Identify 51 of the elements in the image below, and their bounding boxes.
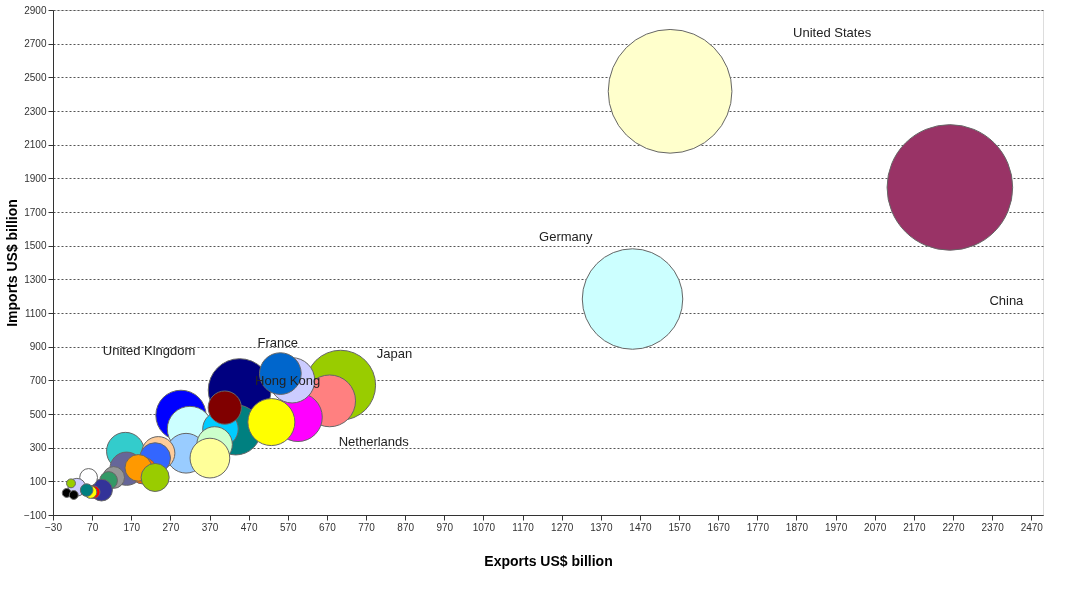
x-tick-label: 570 [279, 521, 298, 533]
annotation: Japan [376, 346, 413, 362]
x-tick-label: 270 [162, 521, 180, 533]
y-tick-label: −100 [23, 509, 47, 521]
x-tick-label: 2470 [1020, 521, 1044, 533]
x-tick-label: 70 [87, 521, 99, 533]
x-tick-label: 1070 [472, 521, 496, 533]
x-tick-label: 1870 [785, 521, 809, 533]
x-tick-label: −30 [45, 521, 63, 533]
x-tick-label: 1770 [746, 521, 770, 533]
y-tick-label: 1700 [24, 206, 47, 218]
x-tick-label: 1370 [590, 521, 613, 533]
y-tick-label: 700 [29, 374, 47, 386]
annotation: France [257, 334, 298, 350]
y-tick-label: 2700 [24, 38, 47, 50]
x-tick-label: 1970 [824, 521, 848, 533]
x-tick-label: 970 [436, 521, 454, 533]
y-tick-label: 900 [29, 341, 47, 353]
y-tick-label: 2300 [24, 105, 47, 117]
x-tick-label: 670 [319, 521, 337, 533]
x-tick-label: 2070 [864, 521, 887, 533]
x-tick-label: 1470 [629, 521, 653, 533]
x-tick-label: 2270 [942, 521, 966, 533]
x-tick-label: 170 [123, 521, 141, 533]
y-tick-label: 2100 [24, 139, 47, 151]
x-tick-label: 470 [240, 521, 258, 533]
x-tick-label: 1670 [707, 521, 731, 533]
x-axis-title: Exports US$ billion [484, 552, 613, 569]
y-tick-label: 1300 [24, 273, 47, 285]
x-tick-label: 870 [397, 521, 415, 533]
y-tick-label: 1900 [24, 172, 47, 184]
annotation: United States [793, 25, 872, 41]
annotation: Netherlands [338, 433, 410, 449]
y-tick-label: 1500 [24, 240, 47, 252]
y-tick-label: 2900 [24, 4, 47, 16]
y-tick-label: 1100 [24, 307, 47, 319]
annotation: Germany [539, 229, 594, 245]
x-tick-label: 2170 [903, 521, 926, 533]
x-tick-label: 370 [201, 521, 219, 533]
x-tick-label: 1570 [668, 521, 692, 533]
x-tick-label: 2370 [981, 521, 1005, 533]
y-tick-label: 100 [29, 475, 47, 487]
y-tick-label: 500 [29, 408, 47, 420]
x-tick-label: 1270 [551, 521, 574, 533]
y-tick-label: 2500 [24, 71, 47, 83]
y-axis-title: Imports US$ billion [3, 199, 20, 327]
annotation: United Kingdom [102, 342, 196, 358]
y-tick-label: 300 [29, 442, 47, 454]
annotation: China [989, 293, 1025, 309]
x-tick-label: 770 [358, 521, 376, 533]
x-tick-label: 1170 [512, 521, 535, 533]
